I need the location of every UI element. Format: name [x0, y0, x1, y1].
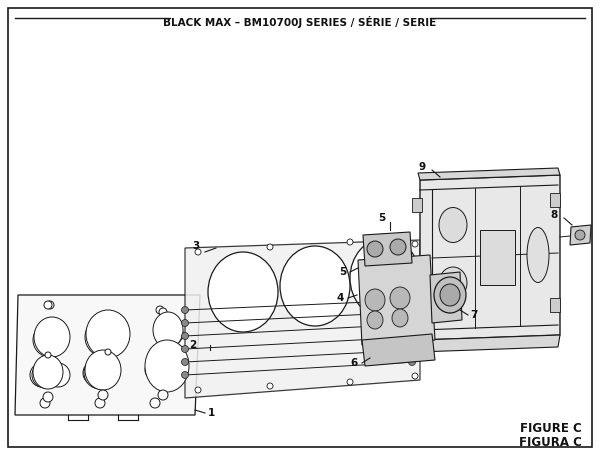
Ellipse shape — [347, 379, 353, 385]
Ellipse shape — [409, 297, 415, 303]
Bar — [550, 298, 560, 312]
Ellipse shape — [83, 361, 107, 385]
Ellipse shape — [43, 392, 53, 402]
Ellipse shape — [575, 230, 585, 240]
Polygon shape — [418, 168, 560, 180]
Text: 6: 6 — [351, 358, 358, 368]
Text: 7: 7 — [470, 310, 478, 320]
Text: BLACK MAX – BM10700J SERIES / SÉRIE / SERIE: BLACK MAX – BM10700J SERIES / SÉRIE / SE… — [163, 16, 437, 28]
Ellipse shape — [158, 390, 168, 400]
Bar — [550, 193, 560, 207]
Ellipse shape — [30, 363, 54, 387]
Ellipse shape — [280, 246, 350, 326]
Ellipse shape — [390, 287, 410, 309]
Ellipse shape — [156, 306, 164, 314]
Ellipse shape — [182, 345, 188, 353]
Ellipse shape — [367, 311, 383, 329]
Text: 9: 9 — [419, 162, 426, 172]
Ellipse shape — [145, 340, 189, 392]
Ellipse shape — [208, 252, 278, 332]
Ellipse shape — [267, 244, 273, 250]
Ellipse shape — [46, 301, 54, 309]
Ellipse shape — [367, 241, 383, 257]
Bar — [480, 230, 515, 285]
Ellipse shape — [32, 362, 58, 388]
Ellipse shape — [145, 360, 165, 380]
Text: FIGURA C: FIGURA C — [519, 436, 582, 449]
Ellipse shape — [409, 359, 415, 365]
Ellipse shape — [347, 239, 353, 245]
Ellipse shape — [153, 312, 183, 348]
Text: 5: 5 — [378, 213, 385, 223]
Ellipse shape — [409, 347, 415, 354]
Ellipse shape — [182, 359, 188, 365]
Ellipse shape — [34, 317, 70, 357]
Text: 8: 8 — [551, 210, 558, 220]
Polygon shape — [420, 175, 560, 340]
Ellipse shape — [439, 267, 467, 299]
Ellipse shape — [98, 390, 108, 400]
Polygon shape — [15, 295, 200, 415]
Ellipse shape — [46, 363, 70, 387]
Ellipse shape — [350, 238, 420, 318]
Polygon shape — [570, 225, 591, 245]
Ellipse shape — [527, 228, 549, 283]
Text: 5: 5 — [339, 267, 346, 277]
Ellipse shape — [84, 357, 116, 389]
Polygon shape — [362, 334, 435, 366]
Ellipse shape — [105, 349, 111, 355]
Polygon shape — [358, 255, 435, 345]
Polygon shape — [430, 272, 462, 323]
Ellipse shape — [409, 308, 415, 315]
Ellipse shape — [182, 333, 188, 339]
Ellipse shape — [409, 320, 415, 328]
Ellipse shape — [434, 277, 466, 313]
Polygon shape — [363, 232, 412, 266]
Ellipse shape — [159, 308, 167, 316]
Ellipse shape — [40, 398, 50, 408]
Ellipse shape — [85, 317, 125, 357]
Ellipse shape — [392, 309, 408, 327]
Ellipse shape — [195, 249, 201, 255]
Text: 2: 2 — [189, 340, 196, 350]
Ellipse shape — [409, 334, 415, 340]
Ellipse shape — [267, 383, 273, 389]
Ellipse shape — [95, 398, 105, 408]
Ellipse shape — [33, 355, 63, 389]
Ellipse shape — [33, 323, 67, 357]
Ellipse shape — [150, 398, 160, 408]
Ellipse shape — [182, 307, 188, 313]
Ellipse shape — [412, 373, 418, 379]
Ellipse shape — [195, 387, 201, 393]
Ellipse shape — [182, 319, 188, 327]
Ellipse shape — [157, 320, 183, 346]
Bar — [412, 303, 422, 317]
Polygon shape — [418, 335, 560, 352]
Text: 3: 3 — [193, 241, 200, 251]
Text: 4: 4 — [337, 293, 344, 303]
Ellipse shape — [45, 352, 51, 358]
Polygon shape — [185, 240, 420, 398]
Ellipse shape — [439, 207, 467, 243]
Ellipse shape — [44, 301, 52, 309]
Ellipse shape — [86, 310, 130, 358]
Ellipse shape — [85, 350, 121, 390]
Ellipse shape — [440, 284, 460, 306]
Ellipse shape — [390, 239, 406, 255]
Ellipse shape — [412, 241, 418, 247]
Ellipse shape — [365, 289, 385, 311]
Ellipse shape — [182, 371, 188, 379]
Text: 1: 1 — [208, 408, 215, 418]
Text: FIGURE C: FIGURE C — [520, 422, 582, 435]
Bar — [412, 198, 422, 212]
